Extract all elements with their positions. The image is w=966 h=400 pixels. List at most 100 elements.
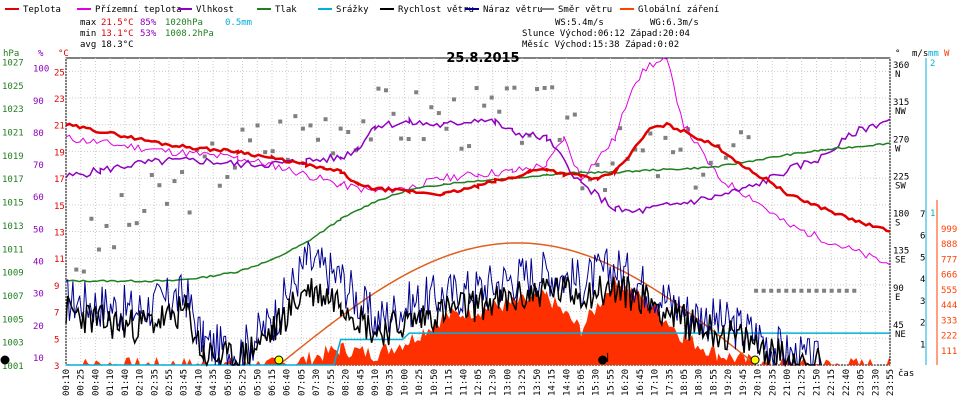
series-wind-dir-point xyxy=(784,288,789,293)
series-wind-dir-point xyxy=(338,126,343,131)
series-wind-dir-point xyxy=(406,137,411,142)
series-wind-dir-point xyxy=(852,288,857,293)
axis-celsius-tick: 15 xyxy=(54,202,65,212)
series-wind-dir-point xyxy=(210,141,215,146)
x-tick-label: 20:35 xyxy=(768,369,778,396)
x-tick-label: 23:55 xyxy=(886,369,896,396)
series-wind-dir-point xyxy=(451,97,456,102)
axis-dir-label: NE xyxy=(895,330,906,340)
series-wind-dir-point xyxy=(240,127,245,132)
axis-celsius-tick: 23 xyxy=(54,95,65,105)
axis-hpa-tick: 1021 xyxy=(2,129,24,139)
series-wind-dir-point xyxy=(248,138,253,143)
series-wind-dir-point xyxy=(331,151,336,156)
axis-hpa-tick: 1005 xyxy=(2,315,24,325)
axis-ms-tick: 2 xyxy=(920,319,925,329)
series-wind-dir-point xyxy=(474,86,479,91)
series-wind-dir-point xyxy=(731,143,736,148)
x-tick-label: 07:30 xyxy=(312,369,322,396)
series-wind-dir-point xyxy=(633,147,638,152)
series-wind-dir-point xyxy=(557,137,562,142)
legend-label: Globální záření xyxy=(638,5,719,15)
series-wind-dir-point xyxy=(467,144,472,149)
axis-hpa-tick: 1011 xyxy=(2,245,24,255)
axis-w-tick: 333 xyxy=(941,316,957,326)
axis-hpa-tick: 1027 xyxy=(2,59,24,69)
axis-ms-tick: 4 xyxy=(920,275,925,285)
chart-title: 25.8.2015 xyxy=(446,51,519,66)
x-axis-label: čas xyxy=(898,368,914,379)
series-temperature xyxy=(65,121,891,233)
series-wind-dir-point xyxy=(776,288,781,293)
info-sun: Slunce Východ:06:12 Západ:20:04 xyxy=(522,29,690,39)
series-wind-dir-point xyxy=(134,221,139,226)
series-wind-dir-point xyxy=(142,208,147,213)
series-wind-dir-point xyxy=(482,103,487,108)
axis-dir-label: SE xyxy=(895,256,906,266)
x-tick-label: 06:40 xyxy=(283,369,293,396)
series-wind-dir-point xyxy=(844,288,849,293)
series-wind-dir-point xyxy=(180,170,185,175)
series-wind-dir-point xyxy=(618,126,623,131)
x-tick-label: 08:20 xyxy=(342,369,352,396)
series-wind-dir-point xyxy=(436,111,441,116)
x-tick-label: 18:05 xyxy=(680,369,690,396)
series-wind-dir-point xyxy=(285,157,290,162)
series-wind-dir-point xyxy=(701,172,706,177)
series-wind-dir-point xyxy=(806,288,811,293)
series-wind-dir-point xyxy=(754,288,759,293)
legend-label: Vlhkost xyxy=(196,5,234,15)
series-wind-dir-point xyxy=(96,247,101,252)
series-wind-dir-point xyxy=(232,165,237,170)
x-tick-label: 16:45 xyxy=(636,369,646,396)
series-wind-dir-point xyxy=(678,147,683,152)
series-wind-dir-point xyxy=(368,137,373,142)
axis-ms-tick: 3 xyxy=(920,297,925,307)
axis-celsius-tick: 7 xyxy=(54,309,59,319)
stat-max-rain: 0.5mm xyxy=(225,18,252,28)
x-tick-label: 10:00 xyxy=(400,369,410,396)
axis-w-tick: 888 xyxy=(941,240,957,250)
series-wind-dir-point xyxy=(708,160,713,165)
series-wind-dir-point xyxy=(300,126,305,131)
info-moon: Měsíc Východ:15:38 Západ:0:02 xyxy=(522,40,679,50)
series-wind-dir-point xyxy=(429,105,434,110)
x-tick-label: 12:05 xyxy=(474,369,484,396)
series-wind-dir-point xyxy=(293,114,298,119)
moonrise-marker xyxy=(598,355,608,365)
series-wind-dir-point xyxy=(164,201,169,206)
series-wind-dir-point xyxy=(761,288,766,293)
info-wg: WG:6.3m/s xyxy=(650,18,699,28)
series-wind-dir-point xyxy=(172,179,177,184)
axis-pct-tick: 70 xyxy=(33,161,44,171)
x-tick-label: 23:05 xyxy=(857,369,867,396)
x-tick-label: 15:30 xyxy=(592,369,602,396)
x-tick-label: 15:05 xyxy=(577,369,587,396)
series-wind-dir-point xyxy=(217,183,222,188)
series-wind-dir-point xyxy=(489,95,494,100)
series-wind-dir-point xyxy=(414,90,419,95)
x-tick-label: 13:50 xyxy=(533,369,543,396)
x-tick-label: 00:10 xyxy=(62,369,72,396)
series-wind-dir-point xyxy=(316,137,321,142)
series-wind-dir-point xyxy=(421,137,426,142)
axis-dir-label: SW xyxy=(895,181,906,191)
series-wind-dir-point xyxy=(738,130,743,135)
x-tick-label: 04:10 xyxy=(194,369,204,396)
axis-w-tick: 444 xyxy=(941,301,957,311)
x-tick-label: 02:55 xyxy=(165,369,175,396)
x-tick-label: 01:40 xyxy=(121,369,131,396)
series-humidity xyxy=(65,115,891,215)
axis-celsius-tick: 9 xyxy=(54,282,59,292)
series-wind-dir-point xyxy=(829,288,834,293)
x-tick-label: 18:55 xyxy=(709,369,719,396)
axis-hpa-tick: 1013 xyxy=(2,222,24,232)
x-tick-label: 17:10 xyxy=(651,369,661,396)
legend-label: Směr větru xyxy=(558,5,612,15)
series-wind-dir-point xyxy=(550,85,555,90)
stat-min-pres: 1008.2hPa xyxy=(165,29,214,39)
axis-dir-label: NW xyxy=(895,107,906,117)
axis-celsius-tick: 13 xyxy=(54,229,65,239)
x-tick-label: 00:40 xyxy=(91,369,101,396)
legend-label: Teplota xyxy=(23,5,61,15)
